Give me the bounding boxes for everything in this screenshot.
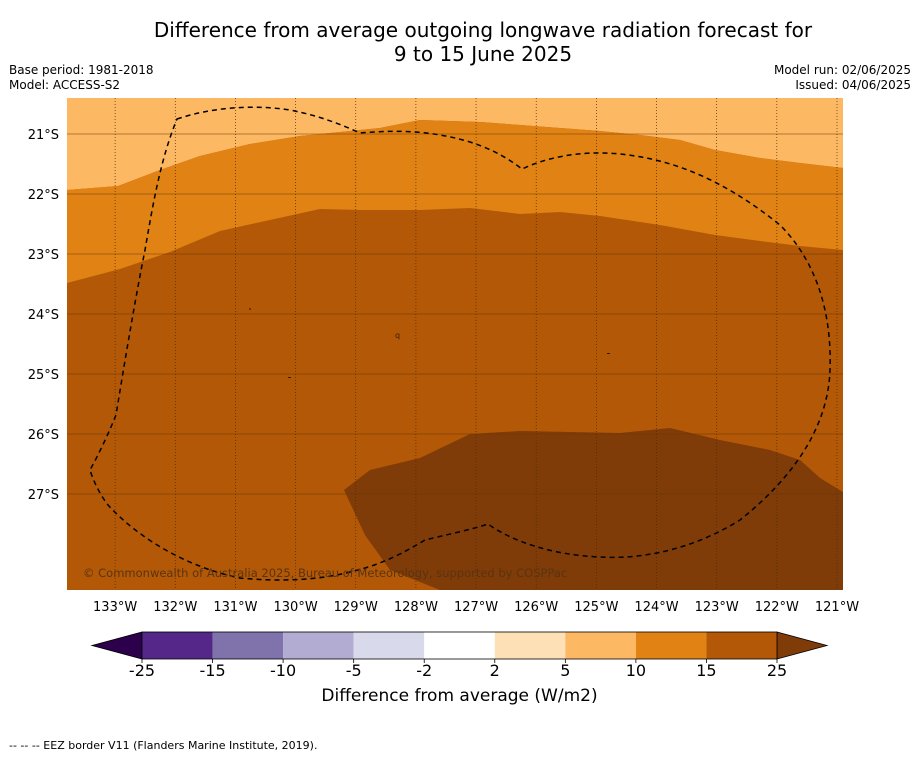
island-marks: q [249, 308, 610, 378]
colorbar-swatch [494, 632, 566, 659]
model-name: Model: ACCESS-S2 [9, 78, 121, 92]
colorbar-tick-label: 10 [626, 661, 646, 680]
colorbar-tick-label: 2 [490, 661, 500, 680]
eez-border [89, 106, 831, 581]
colorbar-label: Difference from average (W/m2) [321, 686, 598, 706]
colorbar-swatch [283, 632, 354, 659]
grid-lines [67, 98, 843, 590]
y-tick-label: 25°S [28, 368, 59, 383]
x-tick-label: 122°W [755, 600, 799, 615]
x-tick-label: 131°W [213, 600, 257, 615]
colorbar: -25 -15 -10 -5 -2 2 5 10 15 25 [90, 631, 829, 680]
y-axis: 21°S 22°S 23°S 24°S 25°S 26°S 27°S [28, 128, 59, 503]
x-tick-label: 128°W [394, 600, 438, 615]
colorbar-frame [141, 631, 778, 660]
y-tick-label: 22°S [28, 188, 59, 203]
chart-title-line1: Difference from average outgoing longwav… [153, 18, 813, 42]
map-fill [67, 98, 843, 590]
chart-title-line2: 9 to 15 June 2025 [393, 42, 573, 66]
colorbar-swatch [706, 632, 777, 659]
y-tick-label: 21°S [28, 128, 59, 143]
x-tick-label: 124°W [634, 600, 678, 615]
colorbar-tick-label: -10 [270, 661, 296, 680]
colorbar-swatch [212, 632, 284, 659]
colorbar-tick-label: -25 [129, 661, 155, 680]
y-tick-label: 24°S [28, 308, 59, 323]
meta-right: Model run: 02/06/2025 Issued: 04/06/2025 [774, 63, 911, 93]
colorbar-tick-label: -15 [199, 661, 225, 680]
island-mark [607, 353, 610, 354]
meta-left: Base period: 1981-2018 Model: ACCESS-S2 [9, 63, 154, 93]
x-tick-label: 133°W [93, 600, 137, 615]
model-run: Model run: 02/06/2025 [773, 63, 911, 77]
island-dot [249, 308, 251, 310]
colorbar-swatch [565, 632, 636, 659]
band-gt-25 [344, 428, 843, 590]
y-tick-label: 26°S [28, 428, 59, 443]
x-tick-label: 125°W [574, 600, 618, 615]
x-tick-label: 130°W [274, 600, 318, 615]
colorbar-tick-label: 15 [696, 661, 716, 680]
colorbar-swatch [635, 632, 707, 659]
x-axis: 133°W 132°W 131°W 130°W 129°W 128°W 127°W 126°W… [93, 600, 859, 615]
x-tick-label: 126°W [514, 600, 558, 615]
band-10-15 [67, 120, 843, 283]
colorbar-under-arrow [90, 631, 143, 660]
colorbar-tick-label: 5 [560, 661, 570, 680]
colorbar-tick-label: -2 [416, 661, 432, 680]
island-mark [288, 377, 291, 378]
colorbar-swatch [353, 632, 425, 659]
y-tick-label: 27°S [28, 488, 59, 503]
footer-note: -- -- -- EEZ border V11 (Flanders Marine… [9, 739, 318, 752]
x-tick-label: 121°W [815, 600, 859, 615]
copyright-text: © Commonwealth of Australia 2025, Bureau… [83, 566, 567, 580]
y-tick-label: 23°S [28, 248, 59, 263]
colorbar-over-arrow [776, 631, 829, 660]
island-mark: q [395, 331, 400, 340]
x-tick-label: 127°W [454, 600, 498, 615]
chart-title: Difference from average outgoing longwav… [0, 18, 919, 66]
colorbar-tick-label: 25 [767, 661, 787, 680]
colorbar-swatch [142, 632, 213, 659]
colorbar-tick-label: -5 [346, 661, 362, 680]
x-tick-label: 132°W [153, 600, 197, 615]
colorbar-swatch [424, 632, 495, 659]
band-5-10 [67, 98, 843, 190]
issued-date: Issued: 04/06/2025 [795, 78, 911, 92]
base-period: Base period: 1981-2018 [9, 63, 154, 77]
x-tick-label: 123°W [695, 600, 739, 615]
x-tick-label: 129°W [334, 600, 378, 615]
